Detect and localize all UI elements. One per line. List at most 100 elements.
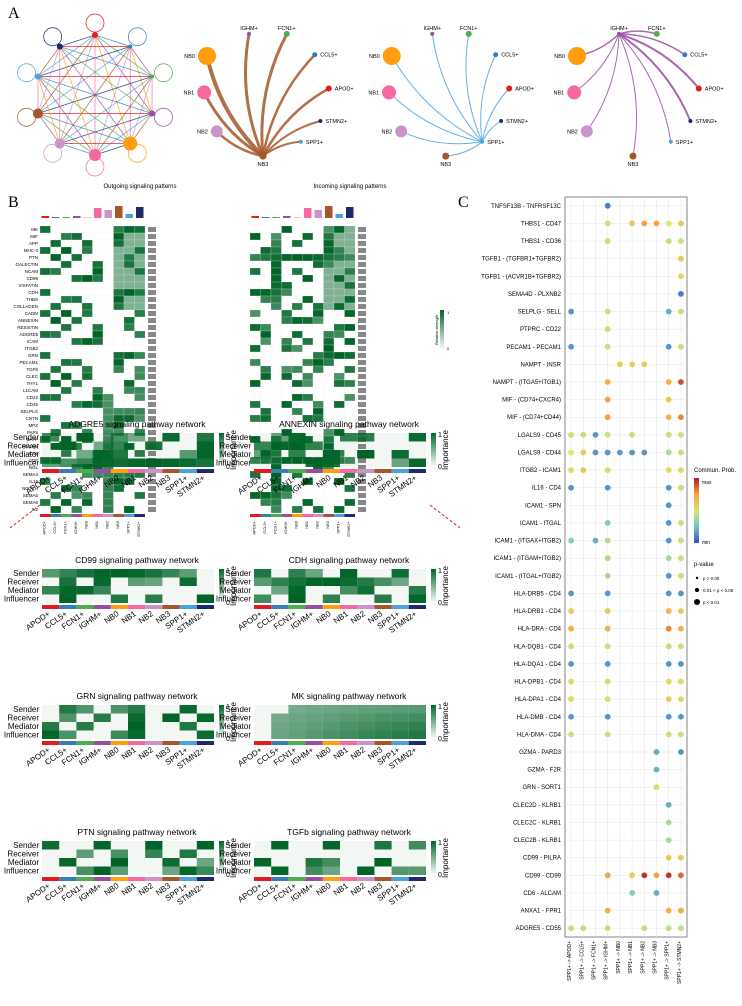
column-label: NB1 [332, 881, 350, 898]
heatmap-cell [50, 379, 62, 388]
role-cell [196, 458, 214, 467]
heatmap-cell [249, 393, 261, 402]
cell-color-strip [374, 877, 392, 881]
heatmap-cell [92, 274, 104, 283]
dot [580, 449, 587, 456]
heatmap-cell [60, 344, 72, 353]
dot [678, 555, 684, 562]
heatmap-cell [50, 344, 62, 353]
heatmap-cell [39, 260, 51, 269]
heatmap-cell [281, 491, 293, 500]
heatmap-cell [39, 393, 51, 402]
heatmap-cell [50, 386, 62, 395]
column-label: NB1 [120, 609, 138, 626]
role-cell [179, 705, 197, 714]
side-bar [358, 234, 366, 239]
heatmap-cell [81, 260, 93, 269]
heatmap-cell [312, 225, 324, 234]
colorbar [694, 478, 699, 543]
role-cell [288, 705, 306, 714]
network-edge [618, 33, 686, 56]
heatmap-cell [39, 365, 51, 374]
heatmap-cell [260, 225, 272, 234]
zoom-line [9, 504, 41, 529]
cell-color-strip [179, 741, 197, 745]
heatmap-cell [123, 351, 135, 360]
role-cell [391, 841, 409, 850]
heatmap-cell [123, 281, 135, 290]
role-cell [196, 722, 214, 731]
dot [604, 590, 611, 597]
role-cell [271, 450, 289, 459]
heatmap-cell [344, 400, 356, 409]
role-cell [305, 569, 323, 578]
heatmap-cell [323, 505, 335, 514]
role-cell [128, 569, 146, 578]
cell-color-strip [288, 877, 306, 881]
heatmap-cell [92, 393, 104, 402]
heatmap-cell [344, 295, 356, 304]
heatmap-cell [260, 316, 272, 325]
heatmap-cell [102, 344, 114, 353]
heatmap-cell [281, 365, 293, 374]
heatmap-cell [333, 225, 345, 234]
heatmap-cell [260, 414, 272, 423]
side-bar [148, 304, 156, 309]
role-cell [254, 849, 272, 858]
role-cell [408, 441, 426, 450]
dot [568, 343, 574, 350]
role-cell [271, 730, 289, 739]
cell-color-strip [305, 469, 323, 473]
heatmap-cell [50, 351, 62, 360]
role-cell [322, 722, 340, 731]
role-cell [110, 722, 128, 731]
side-bar [148, 381, 156, 386]
role-cell [196, 594, 214, 603]
cell-color-strip [254, 877, 272, 881]
heatmap-cell [39, 414, 51, 423]
side-bar [358, 248, 366, 253]
heatmap-cell [323, 295, 335, 304]
heatmap-cell [60, 323, 72, 332]
network-edge [391, 55, 483, 143]
role-label: Influencer [4, 731, 39, 740]
heatmap-cell [39, 344, 51, 353]
side-bar [148, 402, 156, 407]
heatmap-cell [71, 239, 83, 248]
column-label: NB0 [293, 520, 298, 529]
dot [580, 467, 587, 473]
dot [604, 449, 611, 456]
role-cell [391, 450, 409, 459]
role-cell [145, 866, 163, 875]
dot [568, 467, 574, 473]
dot [665, 396, 672, 403]
side-bar [148, 332, 156, 337]
heatmap-cell [323, 365, 335, 374]
top-bar [62, 217, 70, 218]
network-edge [37, 113, 61, 144]
role-label: Mediator [8, 858, 39, 867]
heatmap-cell [323, 288, 335, 297]
heatmap-cell [270, 260, 282, 269]
importance-max: 1 [226, 432, 230, 439]
cell-color-strip [59, 741, 77, 745]
dot [568, 731, 574, 738]
heatmap-cell [71, 498, 83, 507]
node-label: SPP1+ [487, 140, 504, 146]
side-bar [148, 339, 156, 344]
heatmap-cell [81, 316, 93, 325]
network-edge [205, 55, 265, 158]
heatmap-cell [333, 253, 345, 262]
role-cell [76, 586, 94, 595]
node-label: NB1 [553, 90, 564, 96]
heatmap-cell [50, 421, 62, 430]
network-title: TGFb signaling pathway network [287, 827, 412, 837]
network-node [54, 138, 65, 149]
role-cell [76, 433, 94, 442]
heatmap-cell [92, 239, 104, 248]
heatmap-cell [39, 351, 51, 360]
heatmap-cell [344, 351, 356, 360]
heatmap-cell [323, 323, 335, 332]
cell-color-strip [59, 469, 77, 473]
